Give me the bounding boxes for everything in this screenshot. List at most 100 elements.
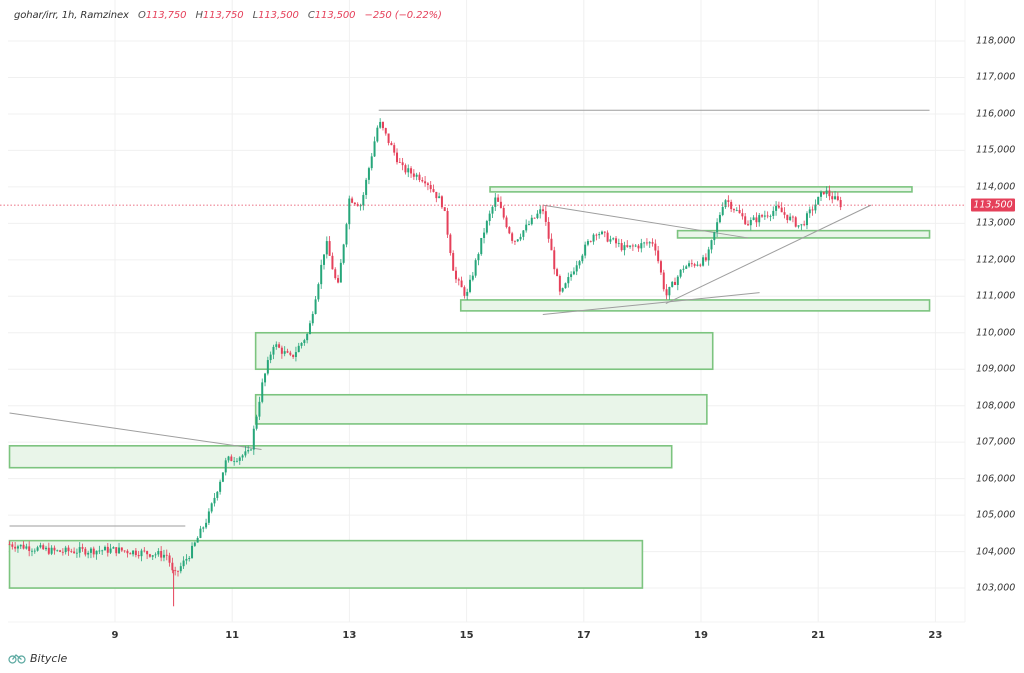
candle-body [362, 194, 365, 206]
zone-110k[interactable] [254, 331, 714, 371]
candle-body [598, 234, 601, 236]
candle-body [780, 207, 783, 213]
candle-body [702, 257, 705, 266]
candle-body [146, 551, 149, 555]
candle-body [564, 283, 567, 289]
zone-support[interactable] [459, 299, 931, 312]
candle-body [233, 460, 236, 462]
zone-top[interactable] [489, 186, 913, 193]
candle-body [457, 279, 460, 281]
candle-body [463, 287, 466, 296]
candle-body [654, 243, 657, 251]
candle-body [182, 560, 185, 567]
candle-body [28, 546, 31, 551]
candle-body [539, 209, 542, 214]
candle-body [168, 555, 171, 563]
x-tick-label: 17 [576, 630, 591, 641]
zone-107k[interactable] [8, 445, 673, 469]
candle-body [300, 342, 303, 346]
candle-body [275, 344, 278, 347]
candle-body [323, 254, 326, 265]
candle-body [637, 245, 640, 249]
candle-body [600, 231, 603, 235]
candle-body [157, 550, 160, 555]
candle-body [179, 566, 182, 572]
candle-body [36, 547, 39, 551]
ascending[interactable] [665, 204, 872, 305]
candle-body [609, 239, 612, 242]
candle-body [643, 242, 646, 244]
x-tick-label: 11 [225, 630, 240, 641]
candle-body [339, 262, 342, 283]
candle-body [308, 323, 311, 334]
lower-rising[interactable] [542, 292, 760, 316]
candle-body [120, 547, 123, 551]
candle-body [258, 401, 261, 417]
zone-108k[interactable] [254, 393, 708, 425]
left-resistance[interactable] [9, 412, 262, 450]
candle-body [134, 550, 137, 556]
change-value: −250 (−0.22%) [364, 10, 442, 21]
candle-body [794, 217, 797, 227]
candle-body [289, 352, 292, 355]
candle-body [67, 547, 70, 552]
candle-body [401, 162, 404, 166]
candle-body [581, 255, 584, 262]
candle-body [345, 224, 348, 245]
candle-body [626, 245, 629, 247]
open-value: 113,750 [145, 10, 187, 21]
candle-body [497, 197, 500, 202]
candle-body [286, 351, 289, 353]
candle-body [98, 550, 101, 552]
y-tick-label: 108,000 [976, 400, 1016, 412]
candle-body [651, 242, 654, 244]
candle-body [381, 121, 384, 129]
candle-body [805, 213, 808, 226]
candle-body [292, 354, 295, 357]
candle-body [800, 224, 803, 226]
candle-body [106, 546, 109, 553]
candle-body [109, 548, 112, 553]
candle-body [19, 544, 22, 547]
candle-body [522, 230, 525, 237]
candle-body [216, 491, 219, 498]
candle-body [488, 213, 491, 222]
candle-body [575, 265, 578, 272]
candle-body [491, 206, 494, 214]
candle-body [325, 241, 328, 255]
zone-104k[interactable] [8, 539, 644, 589]
y-tick-label: 112,000 [976, 254, 1016, 266]
candle-body [264, 373, 267, 383]
zone-mid[interactable] [676, 229, 931, 239]
candle-body [14, 546, 17, 549]
candle-body [668, 286, 671, 296]
candle-body [536, 213, 539, 219]
candle-body [710, 240, 713, 250]
candle-body [235, 460, 238, 462]
candle-body [255, 416, 258, 429]
support-resistance-zones[interactable] [8, 186, 931, 589]
candle-body [612, 238, 615, 240]
candle-body [261, 382, 264, 402]
candle-body [474, 260, 477, 276]
candle-body [328, 241, 331, 256]
candle-body [483, 232, 486, 238]
candle-body [572, 271, 575, 275]
candle-body [530, 217, 533, 225]
candle-body [317, 284, 320, 300]
candle-body [550, 238, 553, 251]
candle-body [730, 201, 733, 210]
candle-body [586, 241, 589, 245]
candle-body [822, 191, 825, 195]
candle-body [836, 196, 839, 201]
candle-body [744, 216, 747, 225]
candle-body [791, 216, 794, 218]
candle-body [398, 162, 401, 163]
candle-body [449, 234, 452, 253]
candle-body [424, 181, 427, 184]
candle-body [724, 200, 727, 208]
candle-body [376, 127, 379, 142]
candle-body [160, 550, 163, 558]
candle-body [95, 550, 98, 555]
